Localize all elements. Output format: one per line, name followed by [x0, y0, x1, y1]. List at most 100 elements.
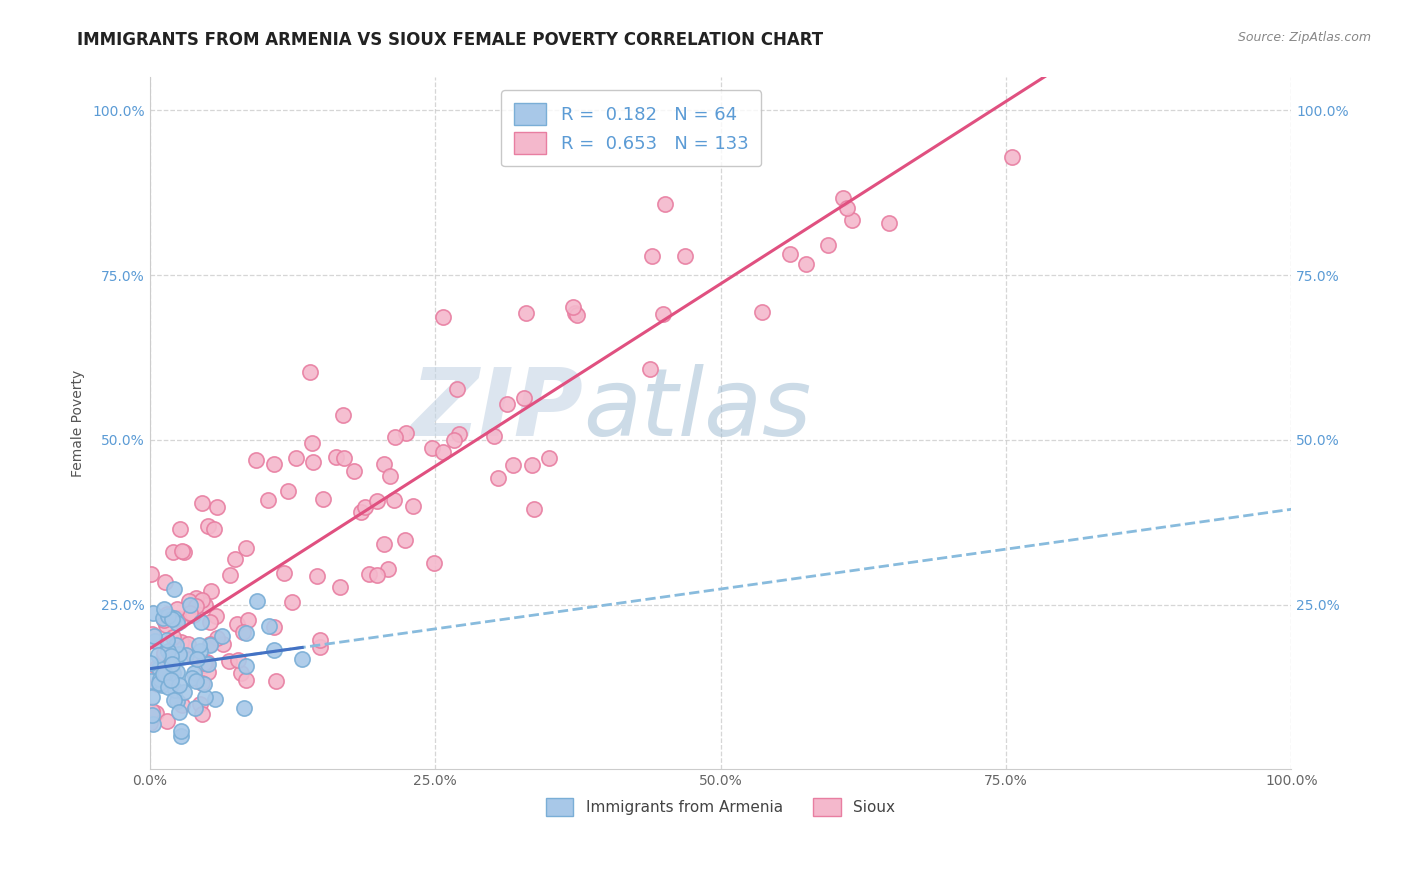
- Point: [138, 657, 160, 671]
- Point: [145, 634, 167, 648]
- Point: [1001, 150, 1024, 164]
- Point: [420, 441, 443, 455]
- Point: [166, 665, 188, 680]
- Point: [325, 450, 347, 464]
- Point: [311, 492, 333, 507]
- Point: [169, 614, 191, 628]
- Point: [235, 673, 257, 687]
- Point: [152, 647, 174, 661]
- Point: [157, 674, 180, 689]
- Point: [377, 562, 399, 576]
- Point: [194, 598, 217, 612]
- Point: [139, 674, 162, 689]
- Point: [522, 458, 544, 472]
- Point: [166, 615, 188, 630]
- Text: ZIP: ZIP: [411, 364, 583, 456]
- Point: [204, 692, 226, 706]
- Point: [153, 602, 176, 616]
- Point: [246, 593, 269, 607]
- Point: [447, 426, 470, 441]
- Point: [245, 453, 267, 467]
- Point: [162, 630, 184, 644]
- Point: [186, 651, 208, 665]
- Point: [170, 698, 193, 712]
- Point: [264, 673, 287, 688]
- Point: [564, 306, 586, 320]
- Point: [502, 458, 524, 472]
- Point: [170, 544, 193, 558]
- Point: [638, 362, 661, 376]
- Point: [259, 618, 281, 632]
- Point: [160, 648, 183, 663]
- Point: [183, 650, 205, 665]
- Point: [232, 625, 254, 640]
- Point: [156, 607, 179, 622]
- Point: [193, 677, 215, 691]
- Point: [197, 519, 219, 533]
- Point: [156, 632, 179, 647]
- Point: [263, 643, 285, 657]
- Point: [148, 661, 170, 675]
- Point: [673, 249, 696, 263]
- Point: [235, 625, 257, 640]
- Point: [138, 715, 160, 730]
- Point: [354, 500, 377, 514]
- Point: [141, 690, 163, 704]
- Point: [229, 665, 252, 680]
- Point: [153, 666, 176, 681]
- Point: [329, 580, 352, 594]
- Point: [384, 430, 406, 444]
- Point: [482, 429, 505, 443]
- Point: [233, 700, 256, 714]
- Point: [333, 451, 356, 466]
- Point: [513, 391, 536, 405]
- Point: [193, 656, 215, 670]
- Point: [155, 617, 177, 632]
- Point: [219, 567, 242, 582]
- Point: [146, 660, 169, 674]
- Point: [263, 620, 285, 634]
- Point: [652, 307, 675, 321]
- Point: [301, 435, 323, 450]
- Point: [191, 593, 214, 607]
- Point: [190, 615, 212, 629]
- Point: [443, 433, 465, 447]
- Text: Source: ZipAtlas.com: Source: ZipAtlas.com: [1237, 31, 1371, 45]
- Point: [145, 706, 167, 720]
- Point: [141, 708, 163, 723]
- Point: [188, 697, 211, 711]
- Point: [179, 607, 201, 621]
- Point: [235, 541, 257, 555]
- Point: [198, 637, 221, 651]
- Point: [150, 673, 173, 687]
- Point: [179, 599, 201, 613]
- Point: [191, 675, 214, 690]
- Point: [309, 632, 332, 647]
- Point: [181, 671, 204, 685]
- Point: [359, 567, 381, 582]
- Point: [141, 566, 163, 581]
- Point: [236, 613, 259, 627]
- Point: [184, 701, 207, 715]
- Point: [146, 648, 169, 662]
- Point: [751, 305, 773, 319]
- Point: [163, 683, 186, 698]
- Point: [837, 201, 859, 215]
- Point: [832, 191, 855, 205]
- Point: [302, 455, 325, 469]
- Point: [298, 366, 321, 380]
- Point: [160, 673, 183, 688]
- Point: [197, 665, 219, 679]
- Point: [366, 567, 388, 582]
- Point: [523, 502, 546, 516]
- Point: [181, 607, 204, 622]
- Point: [200, 583, 222, 598]
- Point: [176, 648, 198, 663]
- Point: [343, 465, 366, 479]
- Point: [226, 617, 249, 632]
- Point: [194, 690, 217, 704]
- Point: [817, 238, 839, 252]
- Point: [166, 601, 188, 615]
- Point: [402, 499, 425, 513]
- Legend: Immigrants from Armenia, Sioux: Immigrants from Armenia, Sioux: [538, 790, 903, 824]
